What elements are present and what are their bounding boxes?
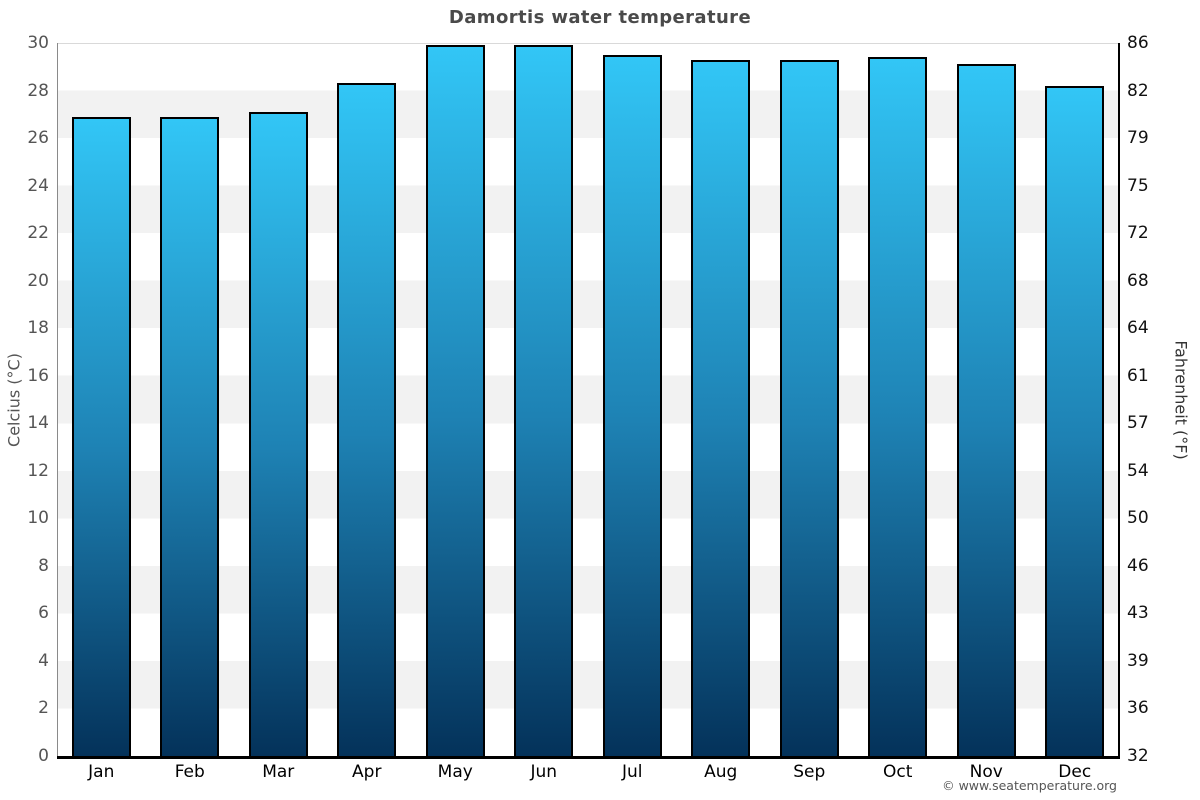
plot-area [57,43,1119,756]
bar-slot-aug [677,43,766,756]
bar-apr [337,83,397,756]
celsius-tick-10: 10 [27,508,49,529]
right-axis-line [1118,43,1120,756]
bar-slot-may [411,43,500,756]
month-labels: Jan Feb Mar Apr May Jun Jul Aug Sep Oct Nov Dec [57,762,1119,782]
fahrenheit-tick-72: 72 [1127,223,1149,244]
month-label-may: May [437,762,473,782]
fahrenheit-tick-43: 43 [1127,603,1149,624]
month-label-mar: Mar [262,762,295,782]
bar-slot-sep [765,43,854,756]
month-label-jun: Jun [530,762,558,782]
celsius-tick-26: 26 [27,128,49,149]
bar-slot-dec [1031,43,1120,756]
bar-feb [160,116,220,756]
celsius-tick-28: 28 [27,80,49,101]
fahrenheit-tick-79: 79 [1127,128,1149,149]
celsius-tick-2: 2 [38,698,49,719]
bar-slot-jan [57,43,146,756]
month-label-jul: Jul [621,762,643,782]
bar-slot-nov [942,43,1031,756]
fahrenheit-tick-61: 61 [1127,365,1149,386]
bar-oct [868,57,928,756]
fahrenheit-tick-labels: 86 82 79 75 72 68 64 61 57 54 50 46 43 39 36 32 [1127,33,1187,766]
bar-sep [779,59,839,756]
month-label-feb: Feb [174,762,205,782]
fahrenheit-tick-50: 50 [1127,508,1149,529]
month-label-apr: Apr [352,762,382,782]
fahrenheit-tick-39: 39 [1127,650,1149,671]
bar-slot-oct [854,43,943,756]
bar-aug [691,59,751,756]
celsius-tick-12: 12 [27,460,49,481]
celsius-tick-labels: 30 28 26 24 22 20 18 16 14 12 10 8 6 4 2 0 [0,33,49,766]
month-label-dec: Dec [1058,762,1092,782]
celsius-tick-30: 30 [27,33,49,53]
celsius-tick-4: 4 [38,650,49,671]
copyright-text: © www.seatemperature.org [942,778,1117,793]
month-label-jan: Jan [88,762,115,782]
bar-slot-apr [323,43,412,756]
celsius-tick-16: 16 [27,365,49,386]
fahrenheit-tick-86: 86 [1127,33,1149,53]
bar-slot-jun [500,43,589,756]
chart-title: Damortis water temperature [448,7,752,28]
celsius-tick-6: 6 [38,603,49,624]
celsius-tick-20: 20 [27,270,49,291]
bar-jun [514,45,574,756]
fahrenheit-tick-46: 46 [1127,555,1149,576]
bar-slot-feb [146,43,235,756]
celsius-tick-0: 0 [38,746,49,766]
bar-dec [1045,85,1105,756]
x-axis-line [57,756,1120,759]
celsius-tick-14: 14 [27,413,49,434]
bar-slot-mar [234,43,323,756]
bar-jan [71,116,131,756]
fahrenheit-tick-75: 75 [1127,175,1149,196]
month-label-oct: Oct [883,762,913,782]
fahrenheit-tick-32: 32 [1127,746,1149,766]
bar-slot-jul [588,43,677,756]
fahrenheit-tick-36: 36 [1127,698,1149,719]
top-gridline [57,43,1119,44]
celsius-tick-18: 18 [27,318,49,339]
bar-jul [602,54,662,756]
fahrenheit-tick-64: 64 [1127,318,1149,339]
celsius-tick-22: 22 [27,223,49,244]
month-label-sep: Sep [793,762,826,782]
celsius-tick-24: 24 [27,175,49,196]
fahrenheit-tick-68: 68 [1127,270,1149,291]
bar-nov [956,64,1016,756]
bar-mar [248,111,308,756]
fahrenheit-tick-82: 82 [1127,80,1149,101]
month-label-nov: Nov [969,762,1003,782]
celsius-tick-8: 8 [38,555,49,576]
bar-may [425,45,485,756]
month-label-aug: Aug [704,762,738,782]
fahrenheit-tick-54: 54 [1127,460,1149,481]
fahrenheit-tick-57: 57 [1127,413,1149,434]
bars-container [57,43,1119,756]
left-axis-line [57,43,58,756]
